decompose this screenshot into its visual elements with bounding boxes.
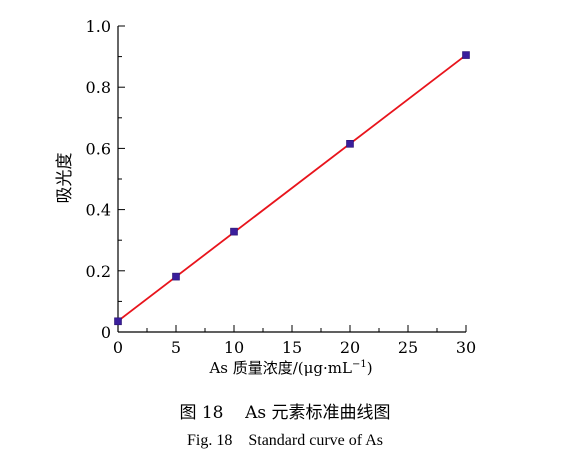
data-point <box>230 227 238 236</box>
x-tick-label: 10 <box>224 338 244 357</box>
caption-en-figure-number: Fig. 18 <box>187 432 233 449</box>
x-tick-label: 25 <box>398 338 418 357</box>
caption-en-title: Standard curve of As <box>248 432 383 449</box>
x-axis-label-main: As 质量浓度/(μg·mL <box>208 359 352 377</box>
x-tick-label: 30 <box>456 338 476 357</box>
x-axis-label: As 质量浓度/(μg·mL−1) <box>208 359 372 377</box>
x-tick-label: 15 <box>282 338 302 357</box>
fit-line <box>117 54 467 322</box>
data-point <box>462 51 470 59</box>
axes <box>117 26 466 333</box>
y-tick-label: 0.8 <box>86 78 111 97</box>
data-point <box>172 272 180 281</box>
x-axis-label-unit-exponent: −1 <box>352 359 367 370</box>
caption-chinese: 图 18 As 元素标准曲线图 <box>0 398 570 423</box>
y-tick-label: 1.0 <box>86 17 111 36</box>
caption-cn-figure-number: 图 18 <box>179 403 224 423</box>
ticks: 0 5 10 15 20 25 30 0 0.2 0.4 0.6 0.8 1.0 <box>86 17 477 357</box>
y-axis-label: 吸光度 <box>55 153 75 204</box>
y-tick-label: 0 <box>101 323 111 342</box>
x-tick-label: 0 <box>113 338 123 357</box>
data-point <box>346 140 354 148</box>
y-tick-label: 0.2 <box>86 262 111 281</box>
caption-english: Fig. 18 Standard curve of As <box>0 432 570 450</box>
data-point <box>114 317 122 326</box>
x-tick-label: 5 <box>171 338 181 357</box>
x-tick-label: 20 <box>340 338 360 357</box>
caption-cn-title: As 元素标准曲线图 <box>245 403 391 423</box>
standard-curve-chart: 0 5 10 15 20 25 30 0 0.2 0.4 0.6 0.8 1.0 吸光度 As 质量浓度… <box>55 17 477 377</box>
y-tick-label: 0.4 <box>86 201 111 220</box>
series <box>114 51 470 326</box>
y-tick-label: 0.6 <box>86 139 111 158</box>
x-axis-label-close: ) <box>367 359 373 377</box>
